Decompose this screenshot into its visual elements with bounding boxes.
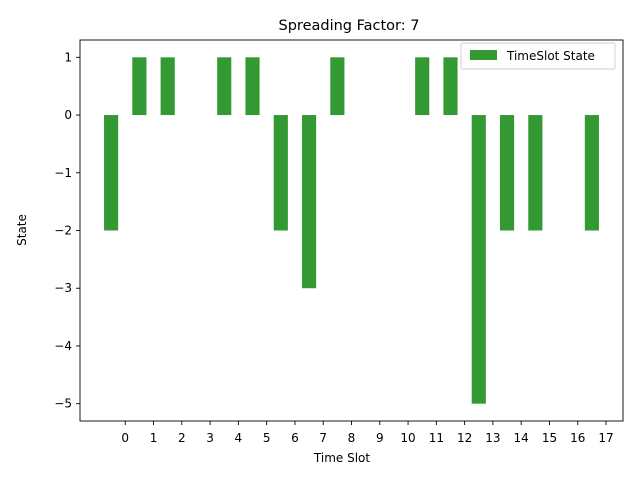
x-tick-label: 11 xyxy=(429,431,444,445)
x-tick-label: 13 xyxy=(485,431,500,445)
y-axis-ticks: 1 0 −1 −2 −3 −4 −5 xyxy=(54,50,80,411)
bar-12 xyxy=(443,57,458,116)
y-axis-label: State xyxy=(15,214,29,246)
x-tick-label: 0 xyxy=(121,431,129,445)
x-tick-label: 10 xyxy=(400,431,415,445)
x-axis-ticks: 0 1 2 3 4 5 6 7 8 9 10 11 12 13 14 15 16 17 xyxy=(121,421,614,445)
x-tick-label: 9 xyxy=(376,431,384,445)
bars xyxy=(104,57,599,404)
bar-5 xyxy=(245,57,260,116)
legend: TimeSlot State xyxy=(460,42,616,70)
x-tick-label: 7 xyxy=(319,431,327,445)
y-tick-label: −3 xyxy=(54,281,72,295)
bar-7 xyxy=(302,115,317,289)
bar-8 xyxy=(330,57,345,116)
y-tick-label: 1 xyxy=(64,50,72,64)
bar-2 xyxy=(160,57,175,116)
x-tick-label: 17 xyxy=(598,431,613,445)
legend-label: TimeSlot State xyxy=(506,49,595,63)
y-tick-label: 0 xyxy=(64,108,72,122)
bar-0 xyxy=(104,115,119,231)
y-tick-label: −2 xyxy=(54,224,72,238)
x-tick-label: 12 xyxy=(457,431,472,445)
x-tick-label: 8 xyxy=(348,431,356,445)
x-tick-label: 5 xyxy=(263,431,271,445)
chart-title: Spreading Factor: 7 xyxy=(279,18,420,34)
x-axis-label: Time Slot xyxy=(313,451,370,465)
x-tick-label: 14 xyxy=(514,431,529,445)
bar-13 xyxy=(471,115,486,404)
x-tick-label: 16 xyxy=(570,431,585,445)
bar-14 xyxy=(499,115,515,231)
bar-6 xyxy=(273,115,288,231)
x-tick-label: 4 xyxy=(235,431,243,445)
bar-17 xyxy=(584,115,599,231)
bar-11 xyxy=(415,57,430,116)
x-tick-label: 1 xyxy=(150,431,158,445)
y-tick-label: −4 xyxy=(54,339,72,353)
legend-swatch xyxy=(470,50,497,60)
x-tick-label: 6 xyxy=(291,431,299,445)
legend-box xyxy=(460,42,616,70)
bar-1 xyxy=(132,57,147,116)
y-tick-label: −5 xyxy=(54,397,72,411)
x-tick-label: 15 xyxy=(542,431,557,445)
y-tick-label: −1 xyxy=(54,166,72,180)
x-tick-label: 2 xyxy=(178,431,186,445)
bar-15 xyxy=(528,115,543,231)
bar-4 xyxy=(217,57,232,116)
x-tick-label: 3 xyxy=(206,431,214,445)
